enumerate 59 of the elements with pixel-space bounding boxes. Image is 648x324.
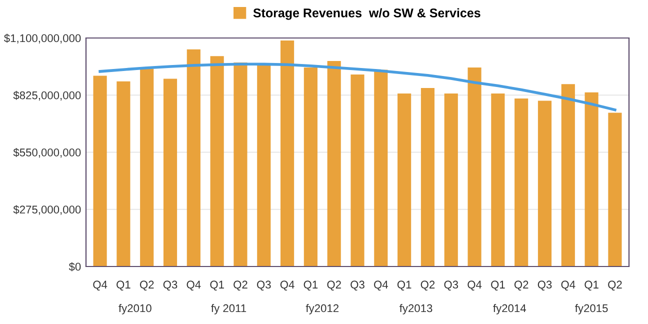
x-tick-label: Q4: [93, 280, 108, 291]
x-tick-label: Q4: [374, 280, 388, 291]
x-tick-label: Q2: [234, 280, 248, 291]
x-tick-label: Q1: [491, 280, 505, 291]
bar: [561, 84, 575, 266]
text: fy2010: [118, 304, 152, 314]
bar: [514, 98, 528, 266]
bar: [374, 70, 388, 266]
y-tick-label: $550,000,000: [13, 148, 81, 158]
text: fy2015: [575, 304, 608, 314]
legend-label: Storage Revenues w/o SW & Services: [253, 8, 480, 20]
x-tick-label: Q1: [210, 280, 224, 291]
text: fy2012: [306, 304, 339, 314]
x-tick-label: Q2: [140, 280, 154, 291]
bar: [538, 100, 552, 266]
x-tick-label: Q1: [304, 280, 318, 291]
x-tick-label: Q4: [468, 280, 482, 291]
bar: [163, 78, 178, 266]
bar: [444, 93, 458, 266]
x-tick-label: Q4: [280, 280, 294, 291]
bar: [350, 74, 364, 266]
x-tick-label: Q1: [116, 280, 130, 291]
text: fy2014: [493, 304, 526, 314]
x-tick-label: Q2: [420, 280, 435, 291]
x-tick-label: Q2: [514, 280, 528, 291]
x-tick-label: Q2: [608, 280, 622, 291]
line-series: [98, 62, 616, 112]
bar: [210, 56, 224, 266]
bar: [280, 40, 294, 266]
x-tick-label: Q3: [538, 280, 552, 291]
text: fy 2011: [211, 304, 246, 314]
y-tick-label: $0: [68, 262, 81, 272]
x-tick-label: Q1: [584, 280, 598, 291]
bar: [186, 49, 200, 266]
x-tick-label: Q3: [163, 280, 178, 291]
x-tick-label: Q1: [397, 280, 412, 291]
bar: [468, 67, 482, 266]
bar: [140, 68, 154, 266]
x-tick-label: Q4: [186, 280, 201, 291]
x-tick-label: Q3: [256, 280, 271, 291]
x-tick-label: Q4: [561, 280, 576, 291]
y-tick-label: $825,000,000: [13, 90, 81, 101]
bar: [304, 67, 318, 266]
bar: [420, 88, 435, 266]
bar: [398, 93, 412, 266]
x-tick-label: Q3: [350, 280, 364, 291]
bar: [93, 76, 107, 266]
y-tick-label: $275,000,000: [13, 205, 81, 215]
bar: [234, 62, 248, 266]
bar: [327, 61, 341, 266]
y-tick-label: $1,100,000,000: [4, 34, 81, 44]
bar: [491, 93, 505, 266]
text: fy2013: [399, 304, 432, 314]
x-tick-label: Q2: [327, 280, 341, 291]
x-tick-label: Q3: [444, 280, 458, 291]
bar: [257, 64, 271, 266]
bar: [116, 81, 130, 266]
bar: [584, 92, 598, 266]
bar: [608, 112, 622, 266]
